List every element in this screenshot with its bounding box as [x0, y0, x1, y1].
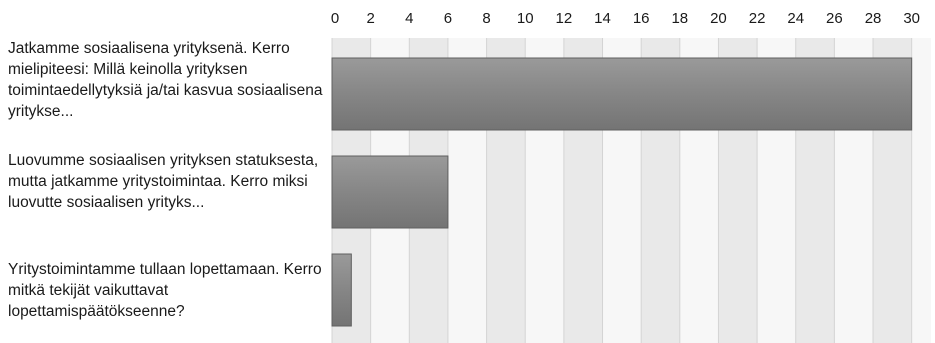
x-tick-label: 20 — [710, 10, 727, 27]
category-label: Yritystoimintamme tullaan lopettamaan. K… — [8, 261, 322, 320]
x-tick-label: 16 — [633, 10, 650, 27]
x-tick-label: 10 — [517, 10, 534, 27]
bar — [331, 155, 449, 229]
category-label: Jatkamme sosiaalisena yrityksenä. Kerro … — [8, 40, 323, 120]
x-tick-label: 0 — [331, 10, 339, 27]
x-tick-label: 4 — [405, 10, 413, 27]
x-tick-label: 14 — [594, 10, 611, 27]
x-tick-label: 30 — [903, 10, 920, 27]
x-tick-label: 26 — [826, 10, 843, 27]
bar — [331, 253, 352, 327]
x-tick-label: 28 — [865, 10, 882, 27]
grid-band — [911, 38, 931, 343]
x-tick-label: 22 — [749, 10, 766, 27]
x-tick-label: 18 — [671, 10, 688, 27]
x-tick-label: 24 — [787, 10, 804, 27]
category-label: Luovumme sosiaalisen yrityksen statukses… — [8, 152, 319, 211]
x-tick-label: 12 — [556, 10, 573, 27]
x-tick-label: 6 — [444, 10, 452, 27]
x-tick-label: 8 — [482, 10, 490, 27]
bar — [331, 57, 913, 131]
x-tick-label: 2 — [366, 10, 374, 27]
